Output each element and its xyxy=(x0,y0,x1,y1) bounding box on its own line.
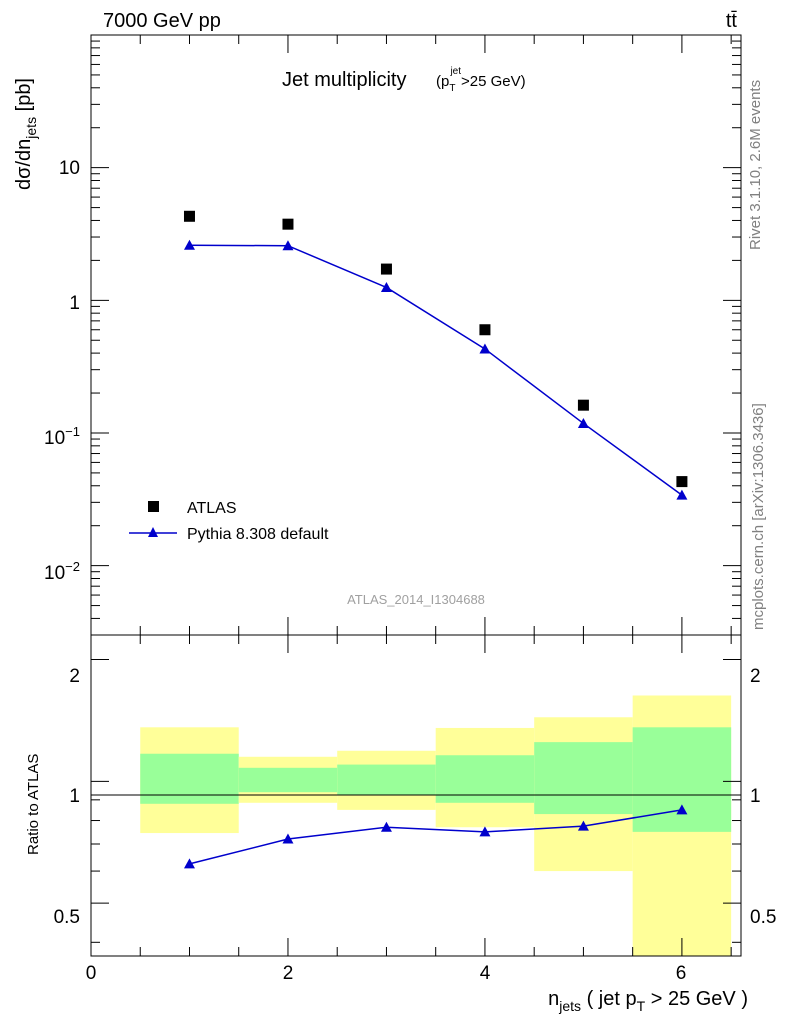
ratio-xlabel: njets ( jet pT > 25 GeV ) xyxy=(548,988,748,1014)
ratio-band-green xyxy=(435,755,535,803)
ratio-mc-point xyxy=(183,858,195,869)
legend: ATLAS Pythia 8.308 default xyxy=(129,500,329,543)
mc-point xyxy=(479,343,491,354)
rivet-label: Rivet 3.1.10, 2.6M events xyxy=(747,80,764,250)
atlas-point xyxy=(479,324,491,336)
mc-point xyxy=(577,417,589,428)
atlas-point xyxy=(282,218,294,230)
ratio-ytick-right-0.5: 0.5 xyxy=(750,907,776,928)
ratio-uncertainty-bands xyxy=(140,695,732,956)
main-title-suffix: (pTjet>25 GeV) xyxy=(436,66,526,94)
main-title: Jet multiplicity xyxy=(282,69,406,91)
ratio-band-green xyxy=(140,753,239,804)
main-plot-frame xyxy=(90,34,742,636)
ratio-mc-point xyxy=(282,833,294,844)
ratio-band-green xyxy=(238,767,338,793)
ratio-band-green xyxy=(337,764,436,796)
ratio-ylabel: Ratio to ATLAS xyxy=(25,754,42,855)
watermark: ATLAS_2014_I1304688 xyxy=(347,592,485,607)
atlas-point xyxy=(577,399,589,411)
ytick-label-10: 10 xyxy=(59,158,80,179)
legend-marker-mc xyxy=(148,527,158,537)
ratio-mc-point xyxy=(676,804,688,815)
ratio-axis-ticks xyxy=(90,635,741,956)
atlas-point xyxy=(183,210,195,222)
process-label: tt̄ xyxy=(726,10,738,32)
main-axis-ticks xyxy=(90,35,741,636)
ratio-ytick-right-1: 1 xyxy=(750,786,761,807)
atlas-point xyxy=(676,476,688,488)
mc-point xyxy=(380,281,392,292)
xtick-label-2: 2 xyxy=(283,963,294,984)
mc-point xyxy=(183,239,195,250)
legend-label-atlas: ATLAS xyxy=(187,500,237,517)
ratio-mc-point xyxy=(479,826,491,837)
xtick-label-0: 0 xyxy=(86,963,97,984)
legend-label-mc: Pythia 8.308 default xyxy=(187,526,329,543)
ytick-label-0.01: 10−2 xyxy=(44,559,80,584)
main-ylabel: dσ/dnjets [pb] xyxy=(13,78,39,190)
legend-marker-atlas xyxy=(148,501,159,512)
source-label: mcplots.cern.ch [arXiv:1306.3436] xyxy=(750,403,767,630)
ratio-mc-point xyxy=(380,821,392,832)
mc-series-line xyxy=(189,244,683,496)
ratio-plot-marks xyxy=(183,804,688,869)
ratio-ytick-left-0.5: 0.5 xyxy=(54,907,80,928)
ratio-band-green xyxy=(632,727,732,832)
xtick-label-6: 6 xyxy=(676,963,687,984)
ytick-label-0.1: 10−1 xyxy=(44,424,80,449)
main-plot-marks xyxy=(183,210,688,500)
ratio-ytick-left-2: 2 xyxy=(69,666,80,687)
ratio-ytick-right-2: 2 xyxy=(750,666,761,687)
ratio-mc-line xyxy=(189,809,683,865)
ytick-label-1: 1 xyxy=(69,293,80,314)
ratio-plot-frame xyxy=(90,634,742,957)
main-panel: Jet multiplicity (pTjet>25 GeV) dσ/dnjet… xyxy=(13,34,742,636)
ratio-ytick-left-1: 1 xyxy=(69,786,80,807)
ratio-band-green xyxy=(534,742,633,815)
atlas-point xyxy=(380,263,392,275)
mc-point xyxy=(282,240,294,251)
mc-point xyxy=(676,489,688,500)
energy-label: 7000 GeV pp xyxy=(103,10,221,32)
ratio-panel: Ratio to ATLAS 2 1 0.5 2 1 0.5 0 2 4 6 n… xyxy=(25,634,776,1014)
xtick-label-4: 4 xyxy=(480,963,491,984)
ratio-mc-point xyxy=(577,820,589,831)
